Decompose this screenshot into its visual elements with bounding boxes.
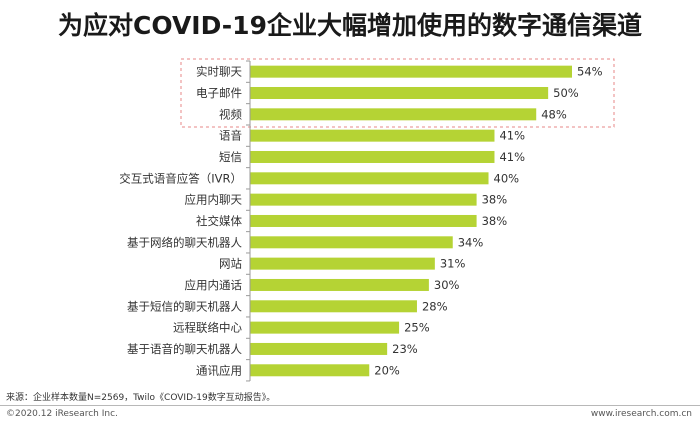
bar-2 <box>250 108 537 121</box>
source-note: 来源：企业样本数量N=2569，Twilo《COVID-19数字互动报告》。 <box>6 393 276 403</box>
value-label: 20% <box>374 363 400 377</box>
value-label: 38% <box>482 193 508 207</box>
value-label: 30% <box>434 278 460 292</box>
bar-12 <box>250 321 400 334</box>
bar-13 <box>250 342 388 355</box>
highlight-box <box>180 58 615 128</box>
category-label: 实时聊天 <box>196 65 242 79</box>
category-label: 应用内通话 <box>185 278 243 292</box>
category-label: 视频 <box>219 107 242 121</box>
chart-title: 为应对COVID-19企业大幅增加使用的数字通信渠道 <box>58 11 642 40</box>
value-label: 38% <box>482 214 508 228</box>
bar-6 <box>250 193 477 206</box>
category-label: 短信 <box>219 150 242 164</box>
value-label: 48% <box>541 107 567 121</box>
category-label: 基于网络的聊天机器人 <box>127 235 242 249</box>
category-label: 语音 <box>219 129 242 143</box>
bar-chart: 实时聊天 54% 电子邮件 50% 视频 48% 语音 41% 短信 41% 交互式语音应答（IVR… <box>119 58 615 382</box>
category-label: 电子邮件 <box>196 86 242 100</box>
bar-10 <box>250 278 429 291</box>
category-label: 交互式语音应答（IVR） <box>119 171 242 185</box>
category-label: 远程联络中心 <box>173 321 242 335</box>
value-label: 34% <box>458 235 484 249</box>
website-link[interactable]: www.iresearch.com.cn <box>590 409 692 419</box>
bar-11 <box>250 300 417 313</box>
bar-3 <box>250 129 495 142</box>
bar-1 <box>250 86 549 99</box>
value-label: 25% <box>404 321 430 335</box>
category-label: 基于短信的聊天机器人 <box>127 299 242 313</box>
category-label: 网站 <box>219 257 242 271</box>
value-label: 41% <box>499 129 525 143</box>
category-label: 社交媒体 <box>196 214 242 228</box>
bar-4 <box>250 150 495 163</box>
bar-5 <box>250 172 489 185</box>
category-label: 应用内聊天 <box>185 193 243 207</box>
category-label: 通讯应用 <box>196 363 242 377</box>
bar-0 <box>250 65 572 78</box>
bar-8 <box>250 236 453 249</box>
value-label: 41% <box>499 150 525 164</box>
value-label: 40% <box>494 171 520 185</box>
bar-7 <box>250 214 477 227</box>
value-label: 50% <box>553 86 579 100</box>
copyright-text: ©2020.12 iResearch Inc. <box>6 409 118 419</box>
value-label: 28% <box>422 299 448 313</box>
value-label: 54% <box>577 65 603 79</box>
value-label: 23% <box>392 342 418 356</box>
bar-9 <box>250 257 435 270</box>
category-label: 基于语音的聊天机器人 <box>127 342 242 356</box>
bar-14 <box>250 364 370 377</box>
footer-divider <box>0 405 700 406</box>
value-label: 31% <box>440 257 466 271</box>
